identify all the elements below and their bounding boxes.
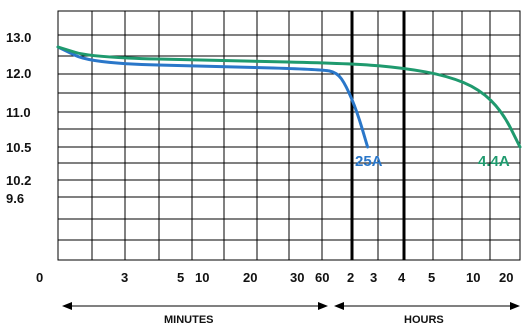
x-tick-2-hr: 2 — [347, 270, 354, 285]
hours-range-arrow: HOURS — [334, 302, 520, 326]
minutes-range-arrow: MINUTES — [62, 302, 328, 326]
x-tick-5-hr: 5 — [428, 270, 435, 285]
y-tick-12-0: 12.0 — [6, 66, 31, 81]
y-tick-13-0: 13.0 — [6, 30, 31, 45]
series-line-4-4a — [56, 45, 522, 149]
y-tick-11-0: 11.0 — [6, 105, 31, 120]
x-tick-20-hr: 20 — [499, 270, 513, 285]
y-tick-9-6: 9.6 — [6, 191, 24, 206]
series-line-25a — [56, 45, 370, 149]
hour-divider-lines — [350, 11, 406, 260]
y-tick-labels: 13.0 12.0 11.0 10.5 10.2 9.6 0 — [6, 30, 43, 285]
x-tick-4-hr: 4 — [398, 270, 406, 285]
x-tick-3-min: 3 — [121, 270, 128, 285]
x-tick-60-min: 60 — [315, 270, 329, 285]
hours-label: HOURS — [404, 314, 444, 326]
origin-label: 0 — [36, 270, 43, 285]
x-tick-3-hr: 3 — [370, 270, 377, 285]
x-tick-labels: 3 5 10 20 30 60 2 3 4 5 10 20 — [121, 270, 513, 285]
series-label-25a: 25A — [355, 153, 383, 170]
vertical-grid — [91, 11, 491, 260]
x-tick-20-min: 20 — [243, 270, 257, 285]
y-tick-10-5: 10.5 — [6, 140, 31, 155]
series-label-4-4a: 4.4A — [478, 153, 510, 170]
x-tick-5-min: 5 — [177, 270, 184, 285]
series-layer: 25A 4.4A — [56, 45, 522, 170]
x-tick-30-min: 30 — [290, 270, 304, 285]
x-tick-10-hr: 10 — [466, 270, 480, 285]
y-tick-10-2: 10.2 — [6, 173, 31, 188]
x-tick-10-min: 10 — [195, 270, 209, 285]
minutes-label: MINUTES — [164, 314, 214, 326]
